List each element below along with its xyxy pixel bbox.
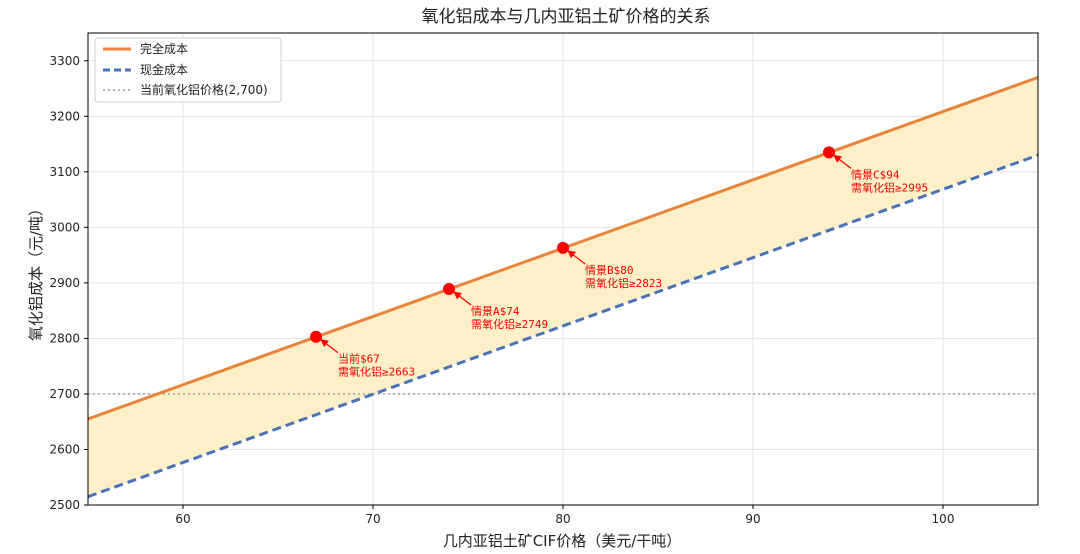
- x-axis-ticks: 60 70 80 90 100: [175, 505, 954, 526]
- point-label-requirement: 需氧化铝≥2663: [338, 365, 415, 379]
- point-label-requirement: 需氧化铝≥2749: [471, 317, 548, 331]
- legend-label-full-cost: 完全成本: [140, 41, 188, 56]
- y-axis-ticks: 2500 2600 2700 2800 2900 3000 3100 3200 3300: [49, 54, 88, 512]
- y-axis-label: 氧化铝成本（元/吨）: [27, 201, 45, 341]
- scenario-point: [823, 146, 835, 159]
- y-tick-label: 3000: [49, 220, 80, 234]
- annotation-arrow: [453, 291, 472, 306]
- point-label-scenario: 情景B$80: [585, 264, 634, 277]
- y-tick-label: 3300: [49, 54, 80, 68]
- x-tick-label: 80: [555, 512, 570, 526]
- y-tick-label: 2600: [49, 442, 80, 456]
- y-tick-label: 2800: [49, 331, 80, 345]
- cost-band-fill: [88, 77, 1038, 497]
- y-tick-label: 2900: [49, 276, 80, 290]
- point-label-scenario: 情景C$94: [851, 168, 900, 181]
- scenario-points: 当前$67需氧化铝≥2663情景A$74需氧化铝≥2749情景B$80需氧化铝≥…: [310, 146, 928, 379]
- legend: 完全成本 现金成本 当前氧化铝价格(2,700): [94, 37, 282, 103]
- x-tick-label: 100: [932, 512, 955, 526]
- legend-box: [94, 37, 282, 103]
- point-label-scenario: 情景A$74: [471, 305, 520, 318]
- x-tick-label: 70: [365, 512, 380, 526]
- x-axis-label: 几内亚铝土矿CIF价格（美元/干吨）: [443, 532, 682, 550]
- scenario-point: [557, 241, 569, 254]
- series-line-cash-cost: [87, 153, 1039, 499]
- annotation-arrow: [320, 339, 339, 354]
- x-tick-label: 60: [175, 512, 190, 526]
- y-tick-label: 3100: [49, 165, 80, 179]
- y-tick-label: 2500: [49, 498, 80, 512]
- legend-label-cash-cost: 现金成本: [140, 62, 188, 77]
- chart-title: 氧化铝成本与几内亚铝土矿价格的关系: [422, 7, 711, 27]
- y-tick-label: 3200: [49, 109, 80, 123]
- y-tick-label: 2700: [49, 387, 80, 401]
- annotation-arrow: [833, 154, 852, 169]
- x-tick-label: 90: [745, 512, 760, 526]
- point-label-requirement: 需氧化铝≥2995: [851, 180, 928, 194]
- point-label-scenario: 当前$67: [338, 352, 380, 366]
- scenario-point: [443, 282, 455, 295]
- point-label-requirement: 需氧化铝≥2823: [585, 276, 662, 290]
- legend-label-reference: 当前氧化铝价格(2,700): [140, 82, 268, 97]
- annotation-arrow: [567, 250, 586, 265]
- scenario-point: [310, 330, 322, 343]
